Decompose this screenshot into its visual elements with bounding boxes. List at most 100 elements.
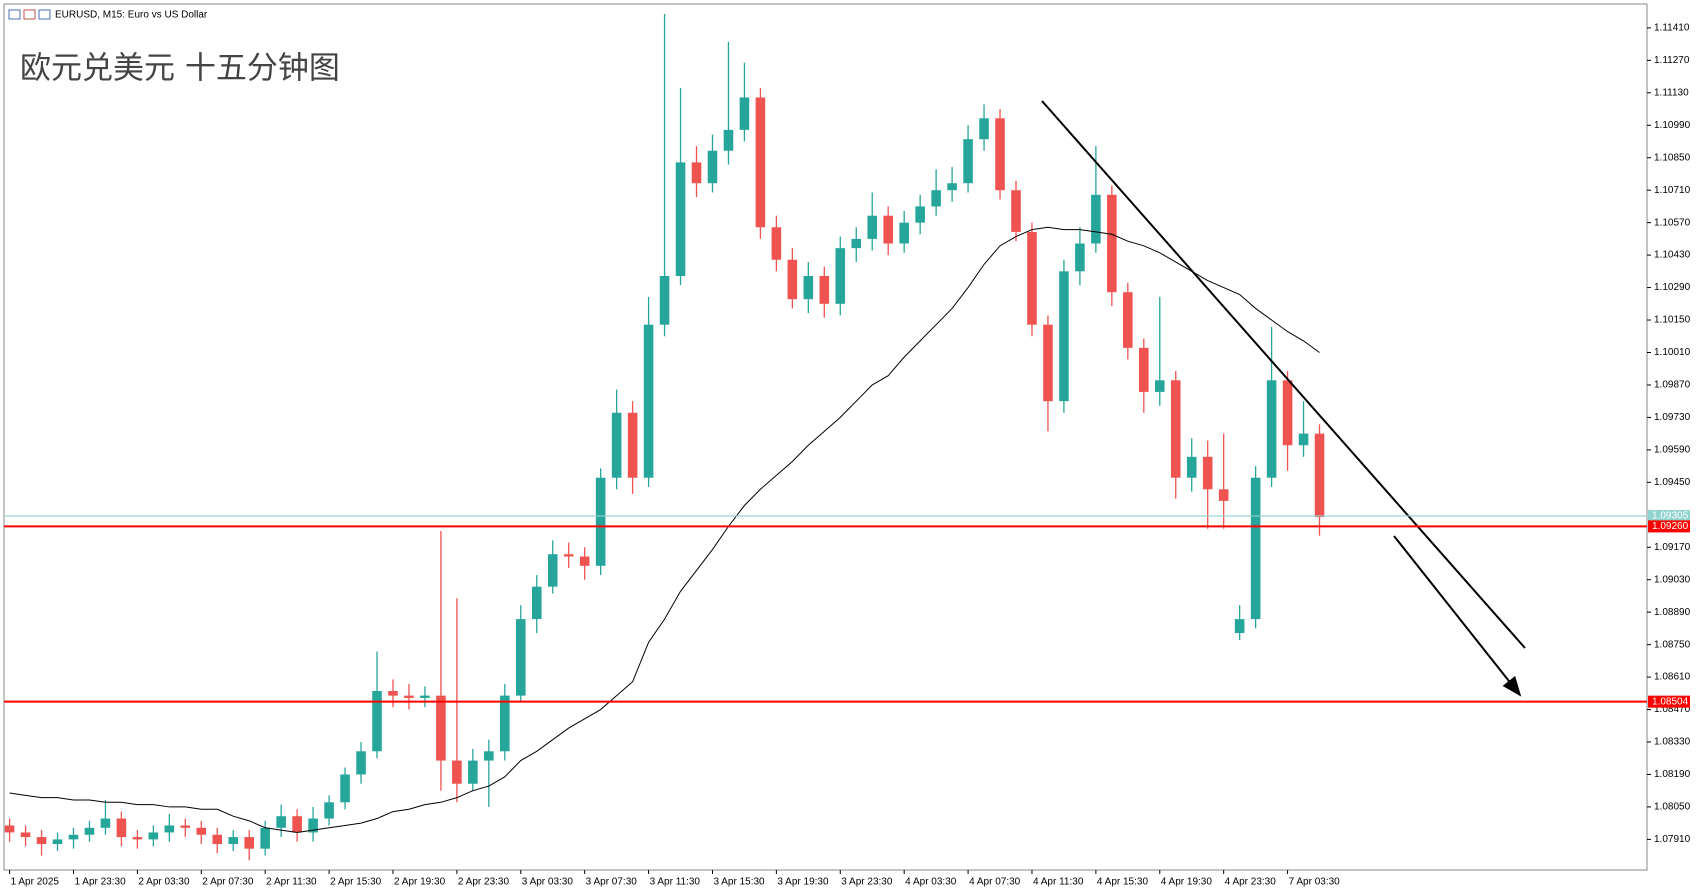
y-tick-label: 1.10990 <box>1654 120 1691 131</box>
y-tick-label: 1.09450 <box>1654 477 1691 488</box>
y-tick-label: 1.10010 <box>1654 347 1691 358</box>
candle-body <box>1234 619 1245 634</box>
candle-body <box>1091 194 1101 244</box>
candle-body <box>739 97 750 130</box>
x-tick-label: 4 Apr 15:30 <box>1097 877 1149 888</box>
candle-body <box>228 837 239 845</box>
candle-body <box>787 259 798 300</box>
candle-body <box>611 412 622 478</box>
candle-body <box>579 556 590 566</box>
candle-body <box>20 832 31 838</box>
candle-body <box>212 834 223 845</box>
y-tick-label: 1.09870 <box>1654 380 1691 391</box>
y-tick-label: 1.11130 <box>1654 87 1689 98</box>
price-label-box <box>1648 509 1690 522</box>
y-tick-label: 1.08190 <box>1654 769 1691 780</box>
symbol-header: EURUSD, M15: Euro vs US Dollar <box>55 10 208 21</box>
y-tick-label: 1.10290 <box>1654 282 1691 293</box>
candle-body <box>659 275 670 325</box>
candle-body <box>116 818 127 838</box>
x-tick-label: 4 Apr 03:30 <box>905 877 957 888</box>
icon <box>23 9 36 20</box>
y-tick-label: 1.08750 <box>1654 639 1691 650</box>
x-tick-label: 2 Apr 03:30 <box>138 877 190 888</box>
candle-body <box>707 150 718 184</box>
candle-body <box>148 832 159 840</box>
candle-body <box>675 162 686 276</box>
candle-body <box>1043 324 1053 402</box>
candle-body <box>595 477 606 566</box>
candle-body <box>388 691 398 696</box>
candle-body <box>36 837 47 845</box>
price-label-box <box>1648 520 1690 533</box>
x-tick-label: 2 Apr 23:30 <box>458 877 510 888</box>
x-tick-label: 3 Apr 19:30 <box>777 877 829 888</box>
candle-body <box>52 839 63 845</box>
candle-body <box>915 206 925 223</box>
candle-body <box>883 215 893 244</box>
candle-body <box>420 695 430 698</box>
candle-body <box>4 825 15 833</box>
y-tick-label: 1.09730 <box>1654 412 1691 423</box>
y-tick-label: 1.09170 <box>1654 542 1691 553</box>
x-tick-label: 3 Apr 03:30 <box>522 877 574 888</box>
x-tick-label: 3 Apr 15:30 <box>713 877 765 888</box>
candle-body <box>1011 190 1021 232</box>
candle-body <box>1059 271 1069 402</box>
y-tick-label: 1.09590 <box>1654 445 1691 456</box>
candle-body <box>819 275 830 304</box>
plot-frame <box>3 3 1648 871</box>
trend-arrow <box>1393 535 1522 697</box>
candle-body <box>1266 380 1277 478</box>
candle-body <box>1282 380 1293 446</box>
candle-body <box>531 586 542 620</box>
candle-body <box>484 751 494 761</box>
candle-body <box>995 118 1005 191</box>
y-tick-label: 1.10850 <box>1654 152 1691 163</box>
candle-body <box>180 825 191 828</box>
candle-body <box>276 816 286 828</box>
candle-body <box>404 695 414 698</box>
candle-body <box>196 827 207 835</box>
candle-body <box>1139 347 1149 392</box>
icon <box>38 9 51 20</box>
price-label-box <box>1648 695 1690 708</box>
y-tick-label: 1.07910 <box>1654 834 1691 845</box>
candle-body <box>1314 433 1325 518</box>
icon <box>8 9 21 20</box>
candle-body <box>468 760 478 784</box>
x-tick-label: 2 Apr 15:30 <box>330 877 382 888</box>
candle-body <box>1186 456 1197 478</box>
y-tick-label: 1.08610 <box>1654 672 1691 683</box>
x-tick-label: 2 Apr 11:30 <box>266 877 317 888</box>
y-tick-label: 1.11410 <box>1654 23 1690 34</box>
chart-title: 欧元兑美元 十五分钟图 <box>20 51 340 87</box>
price-label: 1.09305 <box>1652 511 1689 522</box>
candle-body <box>1170 380 1181 478</box>
x-tick-label: 1 Apr 2025 <box>11 877 60 888</box>
candle-body <box>515 619 526 696</box>
y-tick-label: 1.10710 <box>1654 185 1691 196</box>
x-tick-label: 3 Apr 23:30 <box>841 877 893 888</box>
trend-line <box>1041 100 1526 649</box>
x-tick-label: 3 Apr 11:30 <box>650 877 701 888</box>
candle-body <box>292 816 302 833</box>
candle-body <box>100 818 111 828</box>
candle-body <box>691 162 702 184</box>
candle-body <box>643 324 654 478</box>
candle-body <box>68 834 79 840</box>
candle-body <box>803 275 814 300</box>
candle-body <box>851 238 862 249</box>
candle-body <box>723 129 734 151</box>
candle-body <box>947 183 957 191</box>
candle-body <box>260 827 270 849</box>
x-tick-label: 7 Apr 03:30 <box>1289 877 1341 888</box>
candle-body <box>1218 489 1229 501</box>
candle-body <box>1250 477 1261 620</box>
y-tick-label: 1.10150 <box>1654 315 1691 326</box>
candle-body <box>452 760 462 784</box>
x-tick-label: 4 Apr 11:30 <box>1033 877 1084 888</box>
candle-body <box>308 818 318 833</box>
y-tick-label: 1.08050 <box>1654 802 1691 813</box>
